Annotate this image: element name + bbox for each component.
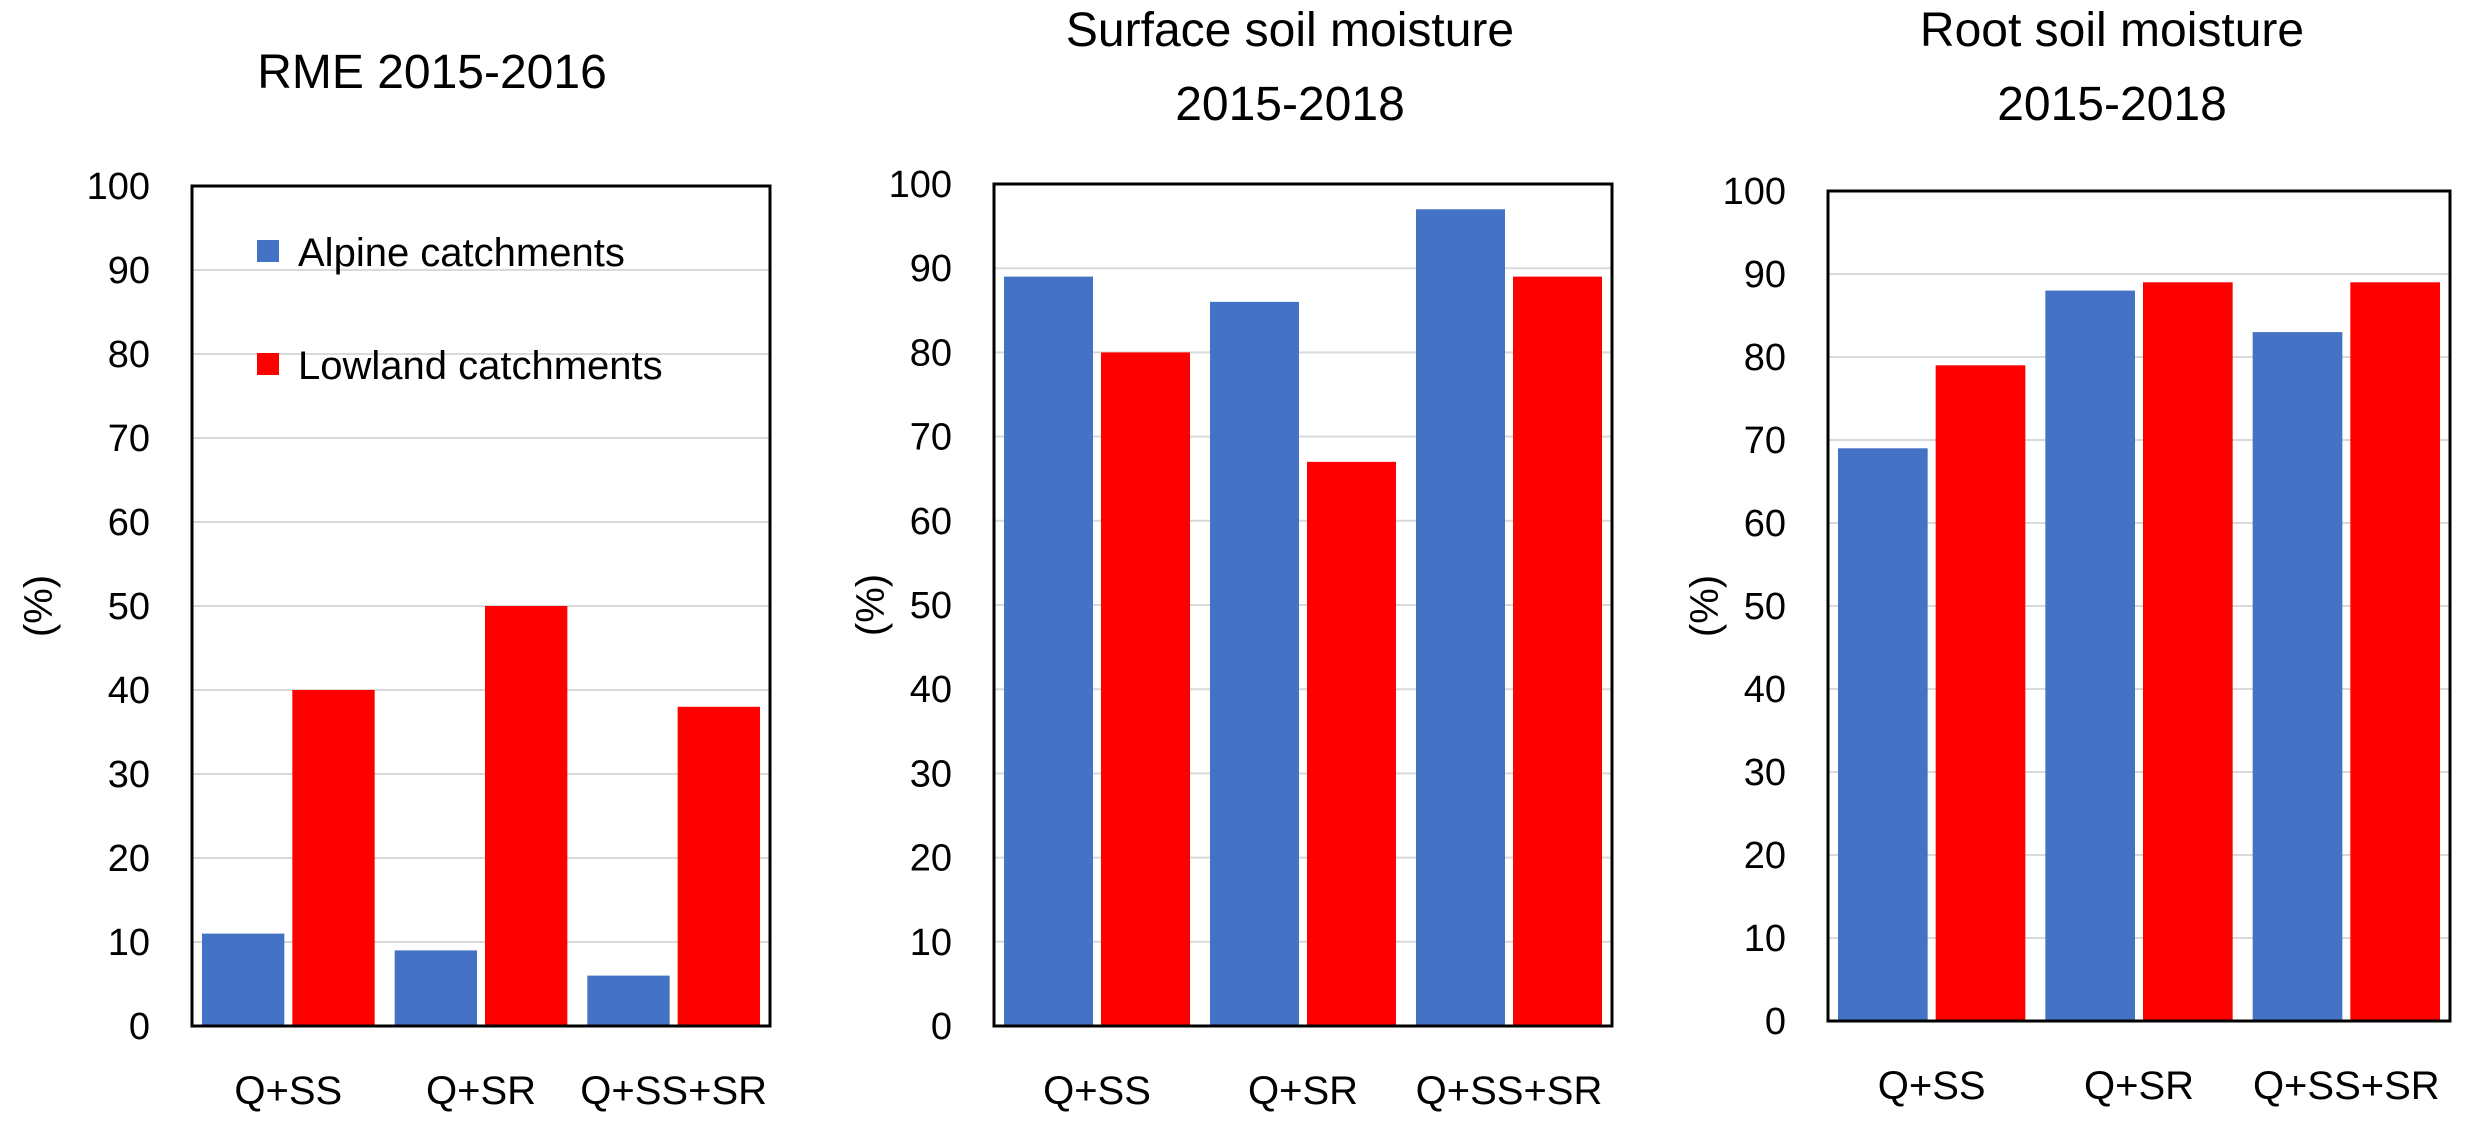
y-tick-label: 50 — [1744, 586, 1786, 628]
bar-q-ss-sr-series-2 — [677, 706, 760, 1026]
bar-q-ss-series-1 — [1838, 448, 1928, 1021]
bar-q-sr-series-1 — [394, 950, 477, 1026]
bar-q-sr-series-2 — [485, 606, 568, 1026]
x-category-label: Q+SS — [234, 1069, 342, 1113]
y-tick-label: 20 — [910, 838, 952, 880]
legend-swatch — [257, 240, 279, 262]
bar-q-sr-series-1 — [1210, 301, 1299, 1026]
x-category-label: Q+SR — [426, 1069, 536, 1113]
chart-title-line: Root soil moisture — [1920, 4, 2304, 57]
y-tick-label: 60 — [910, 501, 952, 543]
y-tick-label: 60 — [108, 502, 150, 544]
y-tick-label: 70 — [108, 418, 150, 460]
y-tick-label: 100 — [1723, 171, 1786, 213]
y-tick-label: 80 — [108, 334, 150, 376]
plot-frame — [1826, 189, 2452, 1023]
chart-panel-2: Surface soil moisture 2015-2018 0 10 20 30 40 5… — [849, 4, 1614, 1113]
bar-q-sr-series-1 — [2045, 290, 2135, 1022]
bar-q-ss-series-2 — [1101, 352, 1190, 1026]
bar-q-ss-series-2 — [1935, 365, 2026, 1021]
legend-label: Lowland catchments — [298, 344, 663, 388]
y-tick-label: 30 — [108, 754, 150, 796]
y-tick-label: 40 — [108, 670, 150, 712]
y-tick-label: 100 — [889, 164, 952, 206]
legend-swatch — [257, 353, 279, 375]
y-tick-label: 10 — [108, 922, 150, 964]
bar-q-ss-sr-series-2 — [2350, 282, 2440, 1021]
x-category-label: Q+SS+SR — [2253, 1064, 2440, 1108]
y-tick-label: 80 — [910, 332, 952, 374]
y-tick-label: 30 — [910, 753, 952, 795]
x-category-label: Q+SR — [1248, 1069, 1358, 1113]
bar-q-ss-sr-series-1 — [2252, 332, 2343, 1022]
chart-title-line: 2015-2018 — [1175, 78, 1405, 131]
y-tick-label: 10 — [1744, 918, 1786, 960]
y-tick-label: 50 — [910, 585, 952, 627]
y-tick-label: 50 — [108, 586, 150, 628]
bar-q-ss-series-1 — [202, 933, 285, 1026]
y-tick-label: 0 — [129, 1006, 150, 1048]
x-category-label: Q+SS — [1878, 1064, 1986, 1108]
x-category-label: Q+SS+SR — [580, 1069, 767, 1113]
y-tick-label: 30 — [1744, 752, 1786, 794]
bar-q-ss-series-1 — [1004, 276, 1093, 1026]
bar-q-ss-sr-series-1 — [587, 975, 670, 1026]
x-category-label: Q+SS — [1043, 1069, 1151, 1113]
y-tick-label: 90 — [108, 250, 150, 292]
chart-title-line: RME 2015-2016 — [257, 46, 607, 99]
bar-q-sr-series-2 — [1307, 461, 1396, 1026]
y-tick-label: 70 — [910, 417, 952, 459]
y-tick-label: 90 — [1744, 254, 1786, 296]
y-tick-label: 0 — [931, 1006, 952, 1048]
chart-panel-3: Root soil moisture 2015-2018 0 10 20 30 40 50 60… — [1683, 4, 2452, 1108]
legend-label: Alpine catchments — [298, 231, 625, 275]
y-axis-label: (%) — [849, 574, 893, 636]
y-tick-label: 60 — [1744, 503, 1786, 545]
bar-q-ss-series-2 — [292, 690, 375, 1026]
y-tick-label: 80 — [1744, 337, 1786, 379]
bar-q-ss-sr-series-2 — [1513, 276, 1602, 1026]
chart-legend: Alpine catchments Lowland catchments — [257, 231, 663, 388]
bar-q-sr-series-2 — [2143, 282, 2233, 1021]
y-tick-label: 40 — [910, 669, 952, 711]
y-tick-label: 90 — [910, 248, 952, 290]
y-tick-label: 70 — [1744, 420, 1786, 462]
plot-frame — [190, 184, 772, 1028]
y-tick-label: 20 — [108, 838, 150, 880]
y-axis-label: (%) — [17, 575, 61, 637]
chart-panel-1: RME 2015-2016 0 10 20 30 40 50 60 70 80 90 100 (%) Q+… — [17, 46, 772, 1113]
x-category-label: Q+SR — [2084, 1064, 2194, 1108]
y-tick-label: 0 — [1765, 1001, 1786, 1043]
y-tick-label: 10 — [910, 922, 952, 964]
plot-frame — [992, 182, 1614, 1028]
chart-title-line: Surface soil moisture — [1066, 4, 1514, 57]
y-tick-label: 20 — [1744, 835, 1786, 877]
y-tick-label: 100 — [87, 166, 150, 208]
chart-title-line: 2015-2018 — [1997, 78, 2227, 131]
bar-q-ss-sr-series-1 — [1416, 209, 1505, 1026]
y-axis-label: (%) — [1683, 575, 1727, 637]
x-category-label: Q+SS+SR — [1416, 1069, 1603, 1113]
y-tick-label: 40 — [1744, 669, 1786, 711]
